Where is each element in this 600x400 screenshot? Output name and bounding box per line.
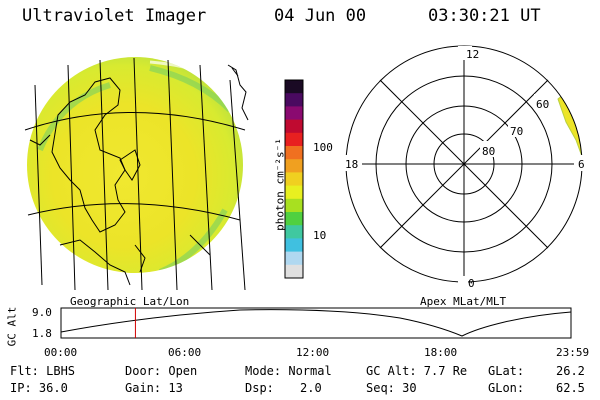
colorbar-stripe <box>285 198 303 213</box>
earth-disk <box>27 57 243 273</box>
x-tick-1200: 12:00 <box>296 346 330 359</box>
altitude-ytick-high: 9.0 <box>32 306 52 319</box>
geographic-image <box>24 57 249 290</box>
colorbar-stripe <box>285 238 303 253</box>
mlat-label-60: 60 <box>536 98 550 111</box>
auroral-emission-patch <box>557 88 582 164</box>
status-gc-alt: GC Alt: 7.7 Re <box>366 364 468 378</box>
colorbar-stripe <box>285 119 303 134</box>
altitude-ylabel: GC Alt <box>5 306 19 347</box>
colorbar-stripe <box>285 172 303 187</box>
x-tick-1800: 18:00 <box>424 346 458 359</box>
colorbar-tick-10: 10 <box>313 229 327 242</box>
status-glon-label: GLon: <box>488 381 525 395</box>
mlt-label-0: 0 <box>468 277 475 290</box>
instrument-title: Ultraviolet Imager <box>22 6 207 26</box>
mlt-label-18: 18 <box>345 158 359 171</box>
x-tick-0000: 00:00 <box>44 346 78 359</box>
status-dsp-value: 2.0 <box>300 381 322 395</box>
observation-date: 04 Jun 00 <box>274 6 367 26</box>
colorbar-stripe <box>285 132 303 147</box>
colorbar-stripe <box>285 80 303 94</box>
altitude-plot-frame <box>60 307 572 339</box>
coastlines <box>29 64 249 286</box>
mlat-label-70: 70 <box>510 125 524 138</box>
mlt-label-6: 6 <box>578 158 585 171</box>
mlt-label-12: 12 <box>466 48 480 61</box>
observation-time: 03:30:21 UT <box>428 6 541 26</box>
x-tick-0600: 06:00 <box>168 346 202 359</box>
colorbar-stripe <box>285 185 303 200</box>
status-mode: Mode: Normal <box>245 364 332 378</box>
status-glat-label: GLat: <box>488 364 525 378</box>
altitude-curve <box>60 309 572 337</box>
colorbar-stripe <box>285 93 303 107</box>
status-dsp-label: Dsp: <box>245 381 274 395</box>
colorbar-stripe <box>285 212 303 226</box>
geographic-grid <box>24 57 246 290</box>
status-glat-value: 26.2 <box>556 364 585 378</box>
status-seq: Seq: 30 <box>366 381 417 395</box>
x-tick-2359: 23:59 <box>556 346 590 359</box>
status-ip: IP: 36.0 <box>10 381 68 395</box>
altitude-plot <box>60 307 572 339</box>
color-scale-bar <box>284 79 304 279</box>
colorbar-stripe <box>285 225 303 239</box>
colorbar-stripe <box>285 251 303 266</box>
status-gain: Gain: 13 <box>125 381 183 395</box>
colorbar-stripe <box>285 146 303 160</box>
colorbar-stripe <box>285 106 303 121</box>
apex-panel-label: Apex MLat/MLT <box>420 295 507 308</box>
geographic-panel-label: Geographic Lat/Lon <box>70 295 190 308</box>
status-glon-value: 62.5 <box>556 381 585 395</box>
status-door: Door: Open <box>125 364 198 378</box>
colorbar-unit-label: photon cm⁻²s⁻¹ <box>273 138 287 231</box>
polar-plot <box>342 45 586 288</box>
colorbar-stripe <box>285 159 303 173</box>
status-filter: Flt: LBHS <box>10 364 76 378</box>
colorbar-tick-100: 100 <box>313 141 333 154</box>
colorbar-stripe <box>285 264 303 279</box>
mlat-label-80: 80 <box>482 145 496 158</box>
altitude-ytick-low: 1.8 <box>32 327 52 340</box>
